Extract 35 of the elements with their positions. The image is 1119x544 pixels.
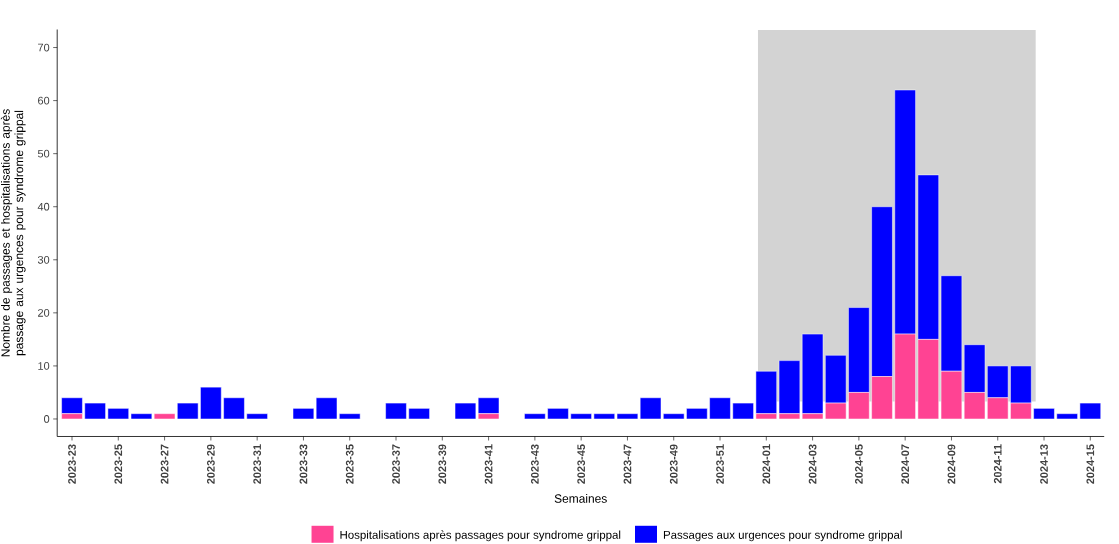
- legend-label: Passages aux urgences pour syndrome grippal: [663, 530, 902, 542]
- x-tick-label: 2023-27: [160, 444, 169, 484]
- x-tick-label: 2023-35: [345, 444, 354, 484]
- y-tick-label: 50: [37, 149, 50, 158]
- x-tick-label: 2023-47: [623, 444, 632, 484]
- x-tick-label: 2023-37: [392, 444, 400, 484]
- x-tick-label: 2023-23: [68, 444, 76, 484]
- x-tick-label: 2023-51: [716, 444, 724, 484]
- x-tick-label: 2023-33: [299, 444, 308, 484]
- x-tick-label: 2023-45: [577, 444, 586, 484]
- x-tick-label: 2024-03: [808, 444, 817, 484]
- x-axis-title: Semaines: [554, 494, 607, 503]
- x-tick-label: 2024-15: [1086, 444, 1095, 484]
- y-tick-label: 40: [37, 202, 50, 211]
- x-tick-label: 2024-13: [1040, 444, 1048, 484]
- y-tick-label: 60: [38, 96, 50, 105]
- y-tick-label: 30: [37, 255, 50, 264]
- x-tick-label: 2024-07: [901, 444, 910, 484]
- x-tick-label: 2023-39: [438, 444, 447, 484]
- x-tick-label: 2024-11: [993, 444, 1002, 484]
- y-tick-label: 0: [44, 415, 50, 423]
- x-tick-label: 2023-41: [484, 444, 493, 484]
- x-tick-label: 2023-43: [531, 444, 539, 484]
- legend-label: Hospitalisations après passages pour syndrome grippal: [340, 530, 621, 542]
- x-tick-label: 2023-31: [253, 444, 262, 484]
- y-tick-label: 10: [38, 362, 50, 370]
- x-tick-label: 2024-05: [855, 444, 863, 484]
- y-axis-title: Nombre de passages et hospitalisations après passage aux urgences pour syndrome grippal: [0, 109, 26, 357]
- x-tick-label: 2023-25: [114, 444, 123, 484]
- x-tick-label: 2024-01: [762, 444, 771, 484]
- y-tick-label: 20: [38, 308, 50, 317]
- y-tick-label: 70: [38, 43, 50, 52]
- x-tick-label: 2024-09: [947, 444, 956, 484]
- x-tick-label: 2023-29: [206, 444, 215, 484]
- x-tick-label: 2023-49: [669, 444, 678, 484]
